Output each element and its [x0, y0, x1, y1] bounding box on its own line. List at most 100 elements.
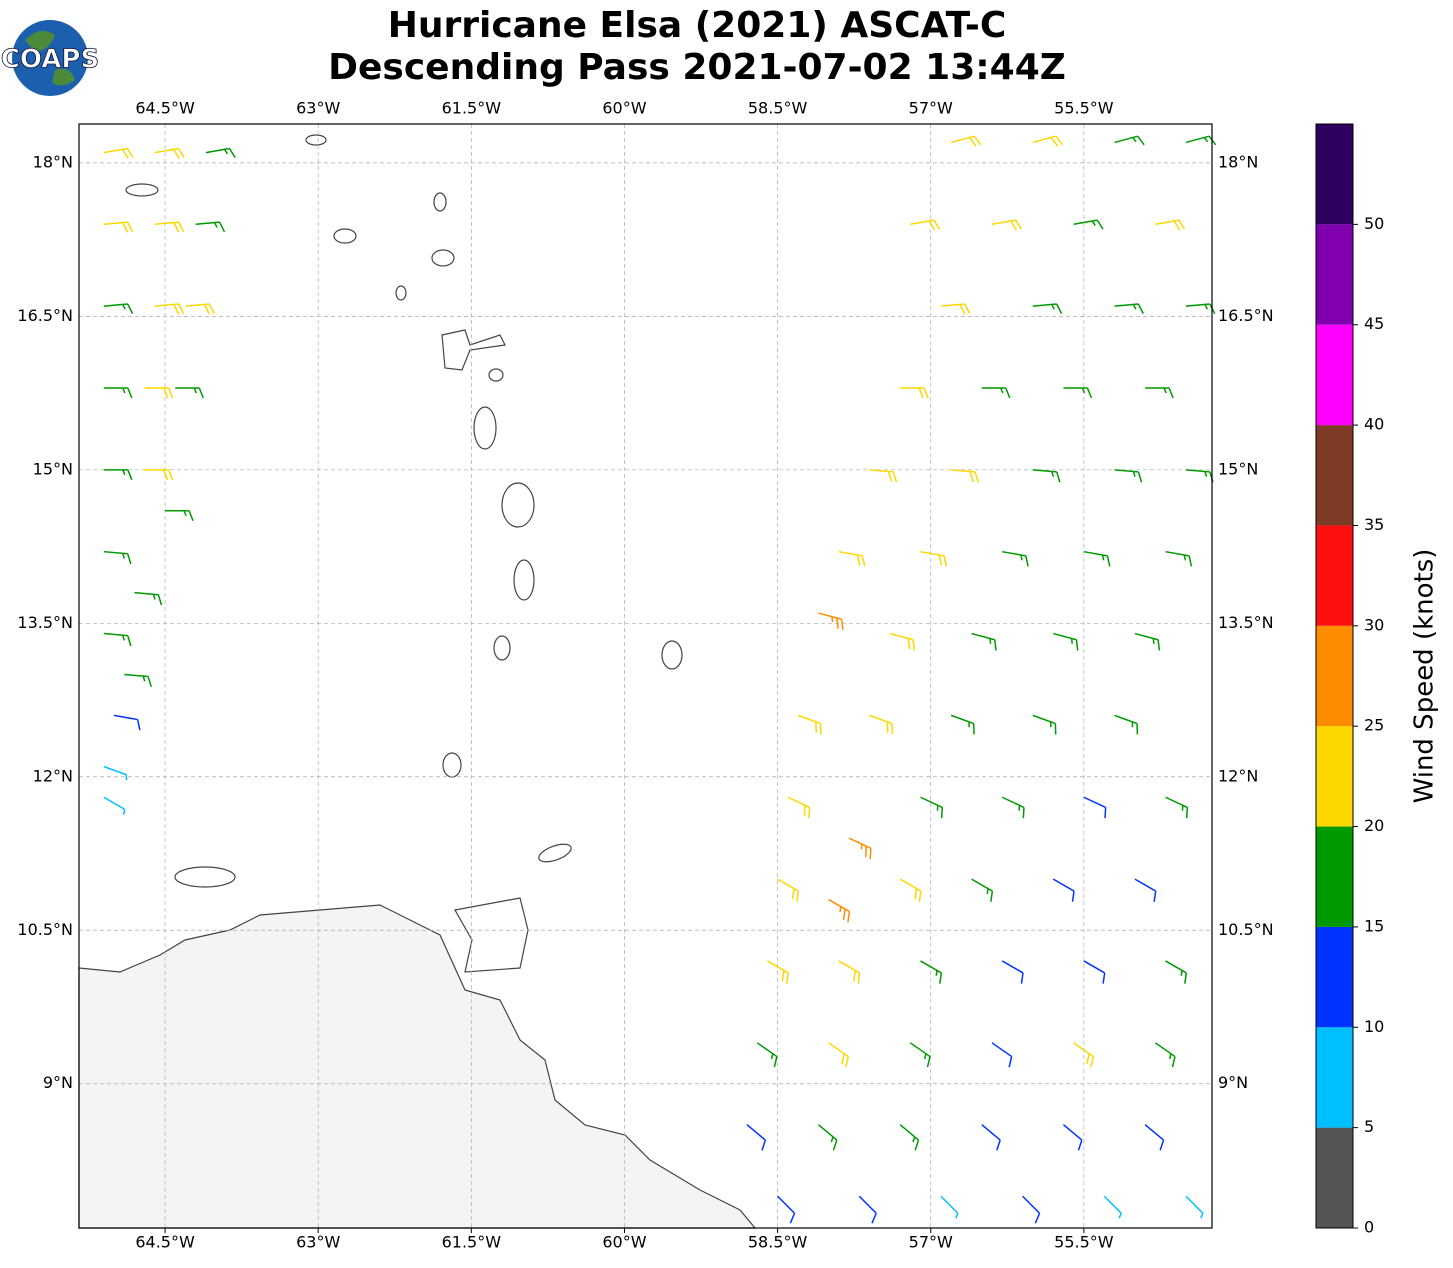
wind-barb [1062, 1124, 1083, 1151]
wind-barb [920, 796, 944, 819]
x-tick-label-top: 64.5°W [135, 99, 195, 118]
wind-barb [154, 221, 185, 233]
wind-barb [1032, 469, 1061, 483]
wind-barb [971, 878, 994, 902]
x-tick-label: 63°W [296, 1233, 340, 1252]
x-tick-label: 57°W [909, 1233, 953, 1252]
wind-barb [828, 1042, 850, 1068]
wind-barb [1144, 1124, 1165, 1151]
wind-barb [1052, 878, 1075, 902]
wind-barb [1001, 960, 1024, 984]
x-tick-label: 55.5°W [1054, 1233, 1114, 1252]
wind-barb [185, 303, 215, 315]
wind-barb [981, 1124, 1001, 1151]
wind-barb [144, 469, 174, 481]
wind-barb [920, 550, 948, 567]
wind-barb [848, 837, 872, 860]
colorbar-segment [1316, 1027, 1353, 1128]
wind-barb [899, 1124, 920, 1151]
colorbar-tick-label: 10 [1364, 1017, 1384, 1036]
wind-barb [797, 714, 822, 735]
chart-title: Hurricane Elsa (2021) ASCAT-C [388, 5, 1007, 46]
wind-barb [1154, 1042, 1176, 1068]
martinique [501, 482, 535, 528]
wind-barb [1083, 960, 1106, 984]
marie-galante [488, 368, 504, 382]
wind-barb [1155, 219, 1186, 231]
wind-barb [940, 303, 971, 315]
grid [79, 124, 1212, 1228]
south-america [78, 904, 757, 1229]
wind-barb [777, 1195, 796, 1224]
wind-barb [103, 796, 126, 815]
wind-barb [940, 1195, 959, 1219]
tobago [538, 843, 572, 863]
wind-barb [817, 1124, 838, 1151]
wind-barb [1134, 878, 1157, 902]
wind-barb [1073, 1042, 1095, 1068]
wind-barb [103, 632, 132, 647]
colorbar-segment [1316, 1127, 1353, 1228]
colorbar-tick-label: 50 [1364, 214, 1384, 233]
wind-barb [838, 960, 861, 984]
wind-barb [920, 960, 943, 984]
x-tick-label: 61.5°W [442, 1233, 502, 1252]
wind-barb [113, 714, 141, 731]
wind-barb [1114, 135, 1145, 146]
y-tick-label: 18°N [33, 152, 73, 171]
wind-barb [756, 1042, 778, 1068]
y-tick-label-right: 10.5°N [1218, 920, 1274, 939]
y-tick-label-right: 15°N [1218, 459, 1258, 478]
wind-barb [103, 550, 132, 565]
wind-barb [900, 387, 929, 399]
colorbar-label: Wind Speed (knots) [1410, 549, 1440, 804]
wind-barb [828, 898, 851, 923]
x-tick-label-top: 61.5°W [442, 99, 502, 118]
wind-barb [1032, 303, 1063, 314]
y-tick-label: 10.5°N [17, 920, 73, 939]
wind-barb [1103, 1195, 1122, 1219]
wind-barb [869, 714, 894, 735]
wind-barb [767, 960, 789, 984]
wind-barb [124, 673, 152, 688]
x-tick-label: 64.5°W [135, 1233, 195, 1252]
wind-barb [869, 469, 898, 483]
wind-barb [1002, 550, 1029, 567]
anguilla [305, 134, 327, 146]
wind-barb [991, 219, 1022, 231]
wind-barb [818, 612, 844, 631]
wind-barb [103, 387, 133, 399]
wind-barb [777, 878, 800, 902]
x-tick-label-top: 55.5°W [1054, 99, 1114, 118]
wind-barb [144, 387, 174, 399]
y-tick-label: 15°N [33, 459, 73, 478]
wind-barb [889, 632, 916, 651]
montserrat-antigua [431, 249, 455, 267]
wind-barb [165, 510, 194, 522]
y-tick-label: 16.5°N [17, 306, 73, 325]
logo: COAPS [0, 20, 100, 96]
chart-subtitle: Descending Pass 2021-07-02 13:44Z [328, 47, 1066, 88]
wind-barb [103, 303, 134, 314]
colorbar-tick-label: 35 [1364, 515, 1384, 534]
wind-barb [838, 550, 866, 567]
colorbar: 0 5 10 15 20 25 30 35 40 45 50 [1315, 123, 1384, 1237]
wind-barb [1083, 796, 1107, 819]
colorbar-tick-label: 15 [1364, 916, 1384, 935]
wind-barb [154, 147, 185, 159]
y-tick-label-right: 13.5°N [1218, 613, 1274, 632]
grenada [442, 752, 462, 778]
logo-land [25, 31, 75, 86]
colorbar-tick-label: 45 [1364, 314, 1384, 333]
y-tick-label-right: 16.5°N [1218, 306, 1274, 325]
wind-barb [103, 765, 128, 781]
wind-barb [981, 387, 1011, 399]
wind-barb [103, 221, 134, 233]
wind-barb [1022, 1195, 1041, 1224]
x-tick-label-top: 58.5°W [748, 99, 808, 118]
wind-barb [787, 796, 811, 819]
wind-barb [1114, 469, 1143, 483]
wind-barb [103, 469, 133, 481]
wind-barb [175, 387, 204, 399]
